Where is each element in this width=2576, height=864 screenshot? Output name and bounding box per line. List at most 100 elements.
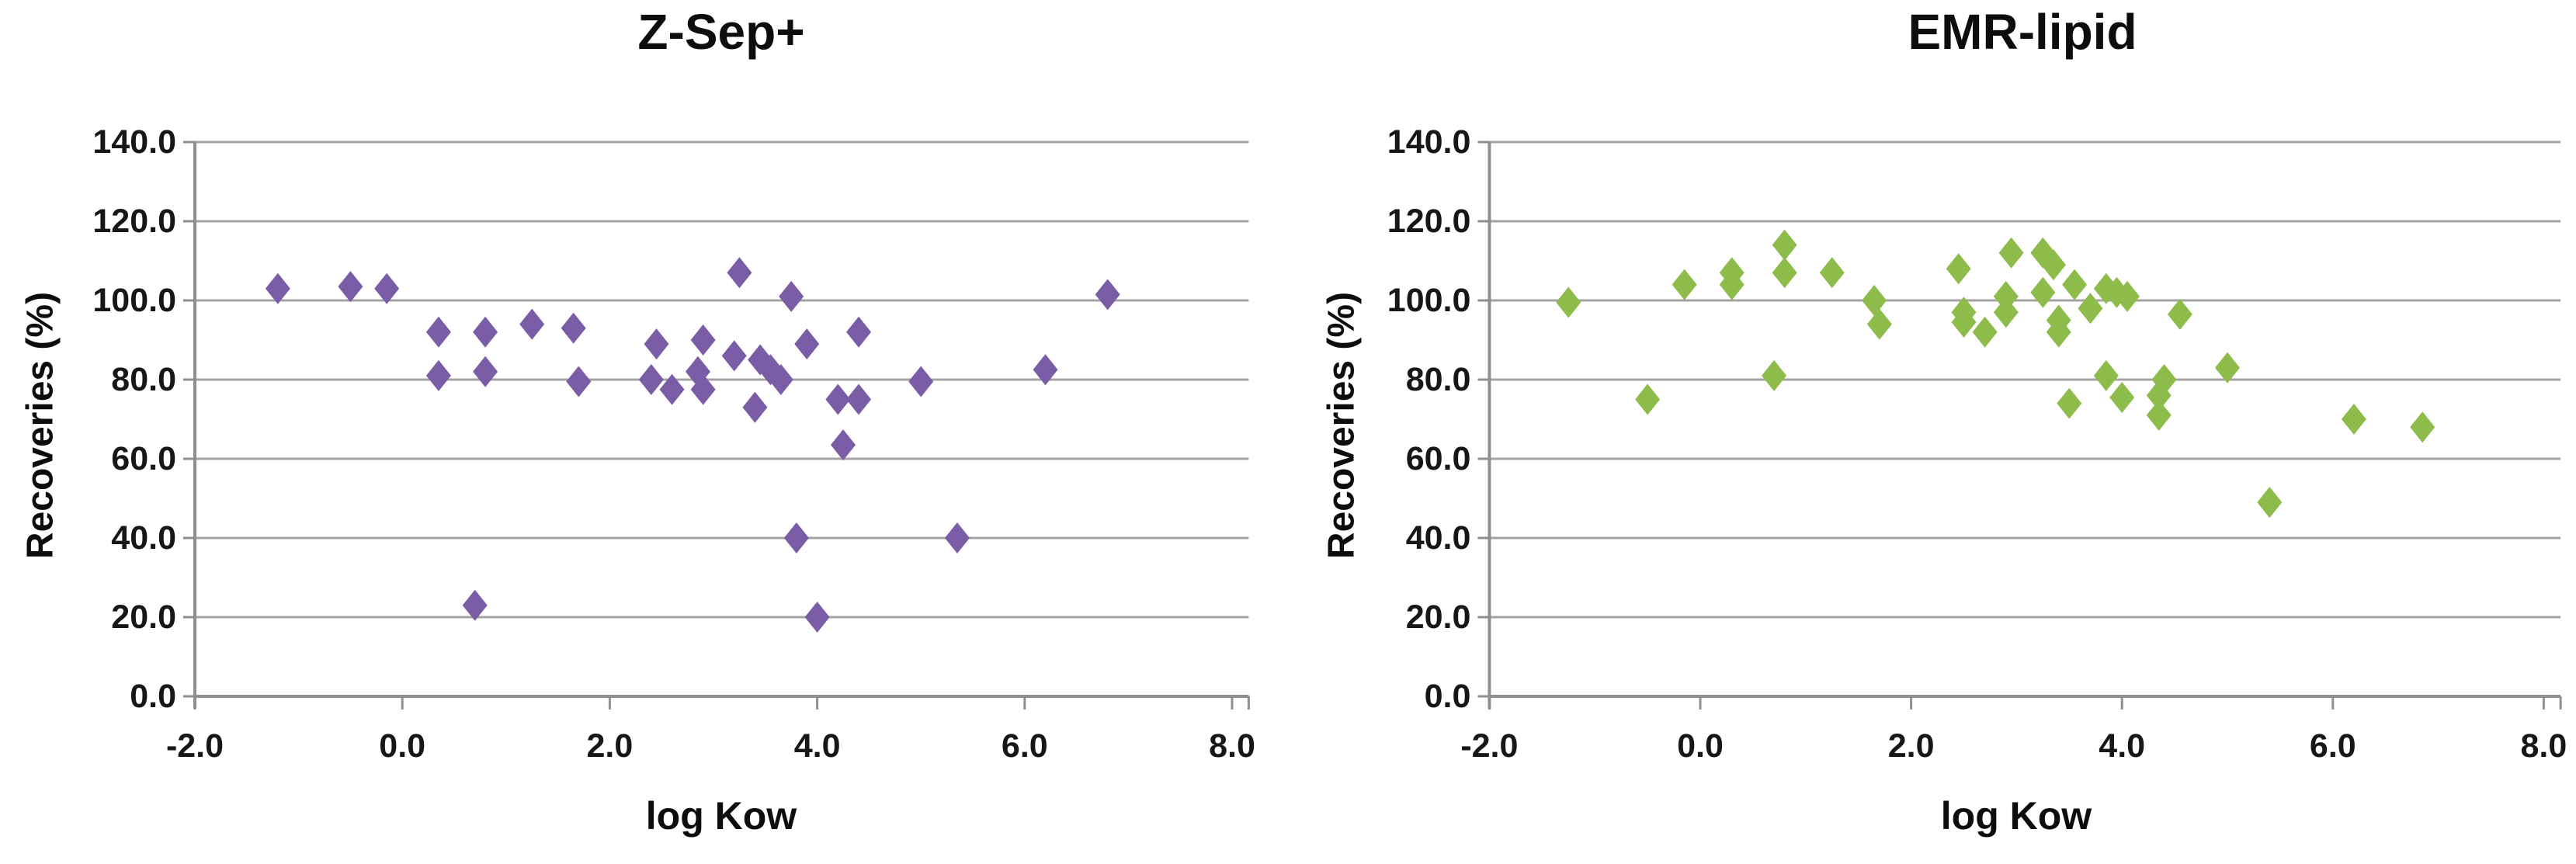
y-tick-label: 140.0: [92, 123, 176, 161]
x-tick-label: 0.0: [1677, 727, 1724, 765]
data-point: [2093, 359, 2119, 391]
data-point: [473, 356, 498, 387]
data-point: [2109, 381, 2135, 413]
data-point: [2341, 404, 2366, 435]
data-point: [779, 280, 804, 312]
x-tick-label: 8.0: [1209, 727, 1255, 765]
data-point: [2410, 411, 2435, 443]
data-point: [783, 522, 809, 553]
data-point: [1672, 269, 1697, 300]
data-point: [1862, 285, 1887, 316]
data-point: [2146, 399, 2172, 431]
y-axis-title-emr: Recoveries (%): [1321, 291, 1363, 560]
data-point: [690, 373, 716, 405]
chart-title-zsep: Z-Sep+: [637, 4, 805, 60]
data-point: [831, 429, 856, 461]
y-tick-label: 100.0: [92, 282, 176, 319]
data-point: [2078, 293, 2103, 324]
data-point: [374, 272, 400, 304]
data-point: [690, 324, 716, 356]
y-tick-label: 120.0: [1387, 203, 1471, 240]
data-point: [2114, 280, 2140, 312]
data-point: [2062, 269, 2088, 300]
data-point: [1635, 383, 1661, 415]
data-point: [638, 364, 664, 395]
x-axis-title-zsep: log Kow: [645, 794, 797, 838]
data-point: [644, 328, 669, 360]
x-tick-label: -2.0: [165, 727, 224, 765]
data-point: [1866, 308, 1892, 340]
x-axis-title-emr: log Kow: [1940, 794, 2092, 838]
data-point: [944, 522, 970, 553]
x-tick-label: 2.0: [1887, 727, 1935, 765]
data-point: [2030, 276, 2056, 308]
data-point: [727, 257, 752, 289]
data-point: [659, 373, 685, 405]
data-point: [846, 316, 872, 348]
y-tick-label: 40.0: [1405, 519, 1471, 557]
data-point: [721, 340, 747, 372]
data-point: [804, 602, 830, 633]
y-tick-label: 60.0: [111, 440, 176, 477]
x-tick-label: 2.0: [586, 727, 634, 765]
data-point: [1719, 269, 1745, 300]
data-point: [1762, 359, 1787, 391]
y-tick-label: 0.0: [1424, 678, 1471, 715]
data-point: [265, 272, 290, 304]
data-point: [1993, 297, 2019, 328]
x-tick-label: 8.0: [2520, 727, 2567, 765]
data-point: [1998, 237, 2024, 269]
data-point: [473, 316, 498, 348]
data-point: [2046, 316, 2071, 348]
y-tick-label: 20.0: [1405, 599, 1471, 636]
y-tick-label: 100.0: [1387, 282, 1471, 319]
data-point: [2257, 487, 2283, 519]
data-point: [1993, 280, 2019, 312]
y-tick-label: 20.0: [111, 599, 176, 636]
y-tick-label: 40.0: [111, 519, 176, 557]
data-point: [846, 383, 872, 415]
y-tick-label: 80.0: [111, 361, 176, 398]
data-point: [794, 328, 820, 360]
data-point: [2057, 387, 2082, 419]
data-point: [825, 383, 851, 415]
data-point: [1095, 279, 1120, 311]
data-point: [1946, 253, 1971, 285]
y-tick-label: 60.0: [1405, 440, 1471, 477]
y-tick-label: 0.0: [130, 678, 176, 715]
data-point: [768, 364, 793, 395]
data-point: [1033, 354, 1058, 386]
data-point: [2146, 380, 2172, 411]
data-point: [1772, 257, 1797, 289]
data-point: [462, 589, 488, 621]
data-point: [425, 359, 451, 391]
x-tick-label: 4.0: [793, 727, 841, 765]
data-point: [1972, 316, 1998, 348]
data-point: [338, 271, 363, 303]
x-tick-label: 6.0: [1001, 727, 1048, 765]
x-tick-label: -2.0: [1460, 727, 1519, 765]
data-point: [1556, 286, 1581, 318]
data-point: [908, 366, 934, 397]
data-point: [566, 366, 592, 397]
data-point: [561, 312, 586, 344]
data-point: [1819, 257, 1845, 289]
data-point: [742, 391, 768, 423]
data-point: [425, 316, 451, 348]
data-point: [1772, 229, 1797, 261]
x-tick-label: 0.0: [379, 727, 426, 765]
data-point: [2215, 352, 2240, 383]
data-point: [2167, 298, 2192, 330]
data-point: [2040, 249, 2066, 281]
x-tick-label: 4.0: [2099, 727, 2146, 765]
y-tick-label: 80.0: [1405, 361, 1471, 398]
y-axis-title-zsep: Recoveries (%): [19, 291, 61, 560]
y-tick-label: 140.0: [1387, 123, 1471, 161]
data-point: [519, 308, 545, 340]
x-tick-label: 6.0: [2309, 727, 2356, 765]
data-point: [1951, 307, 1977, 338]
y-tick-label: 120.0: [92, 203, 176, 240]
chart-title-emr: EMR-lipid: [1908, 4, 2137, 60]
